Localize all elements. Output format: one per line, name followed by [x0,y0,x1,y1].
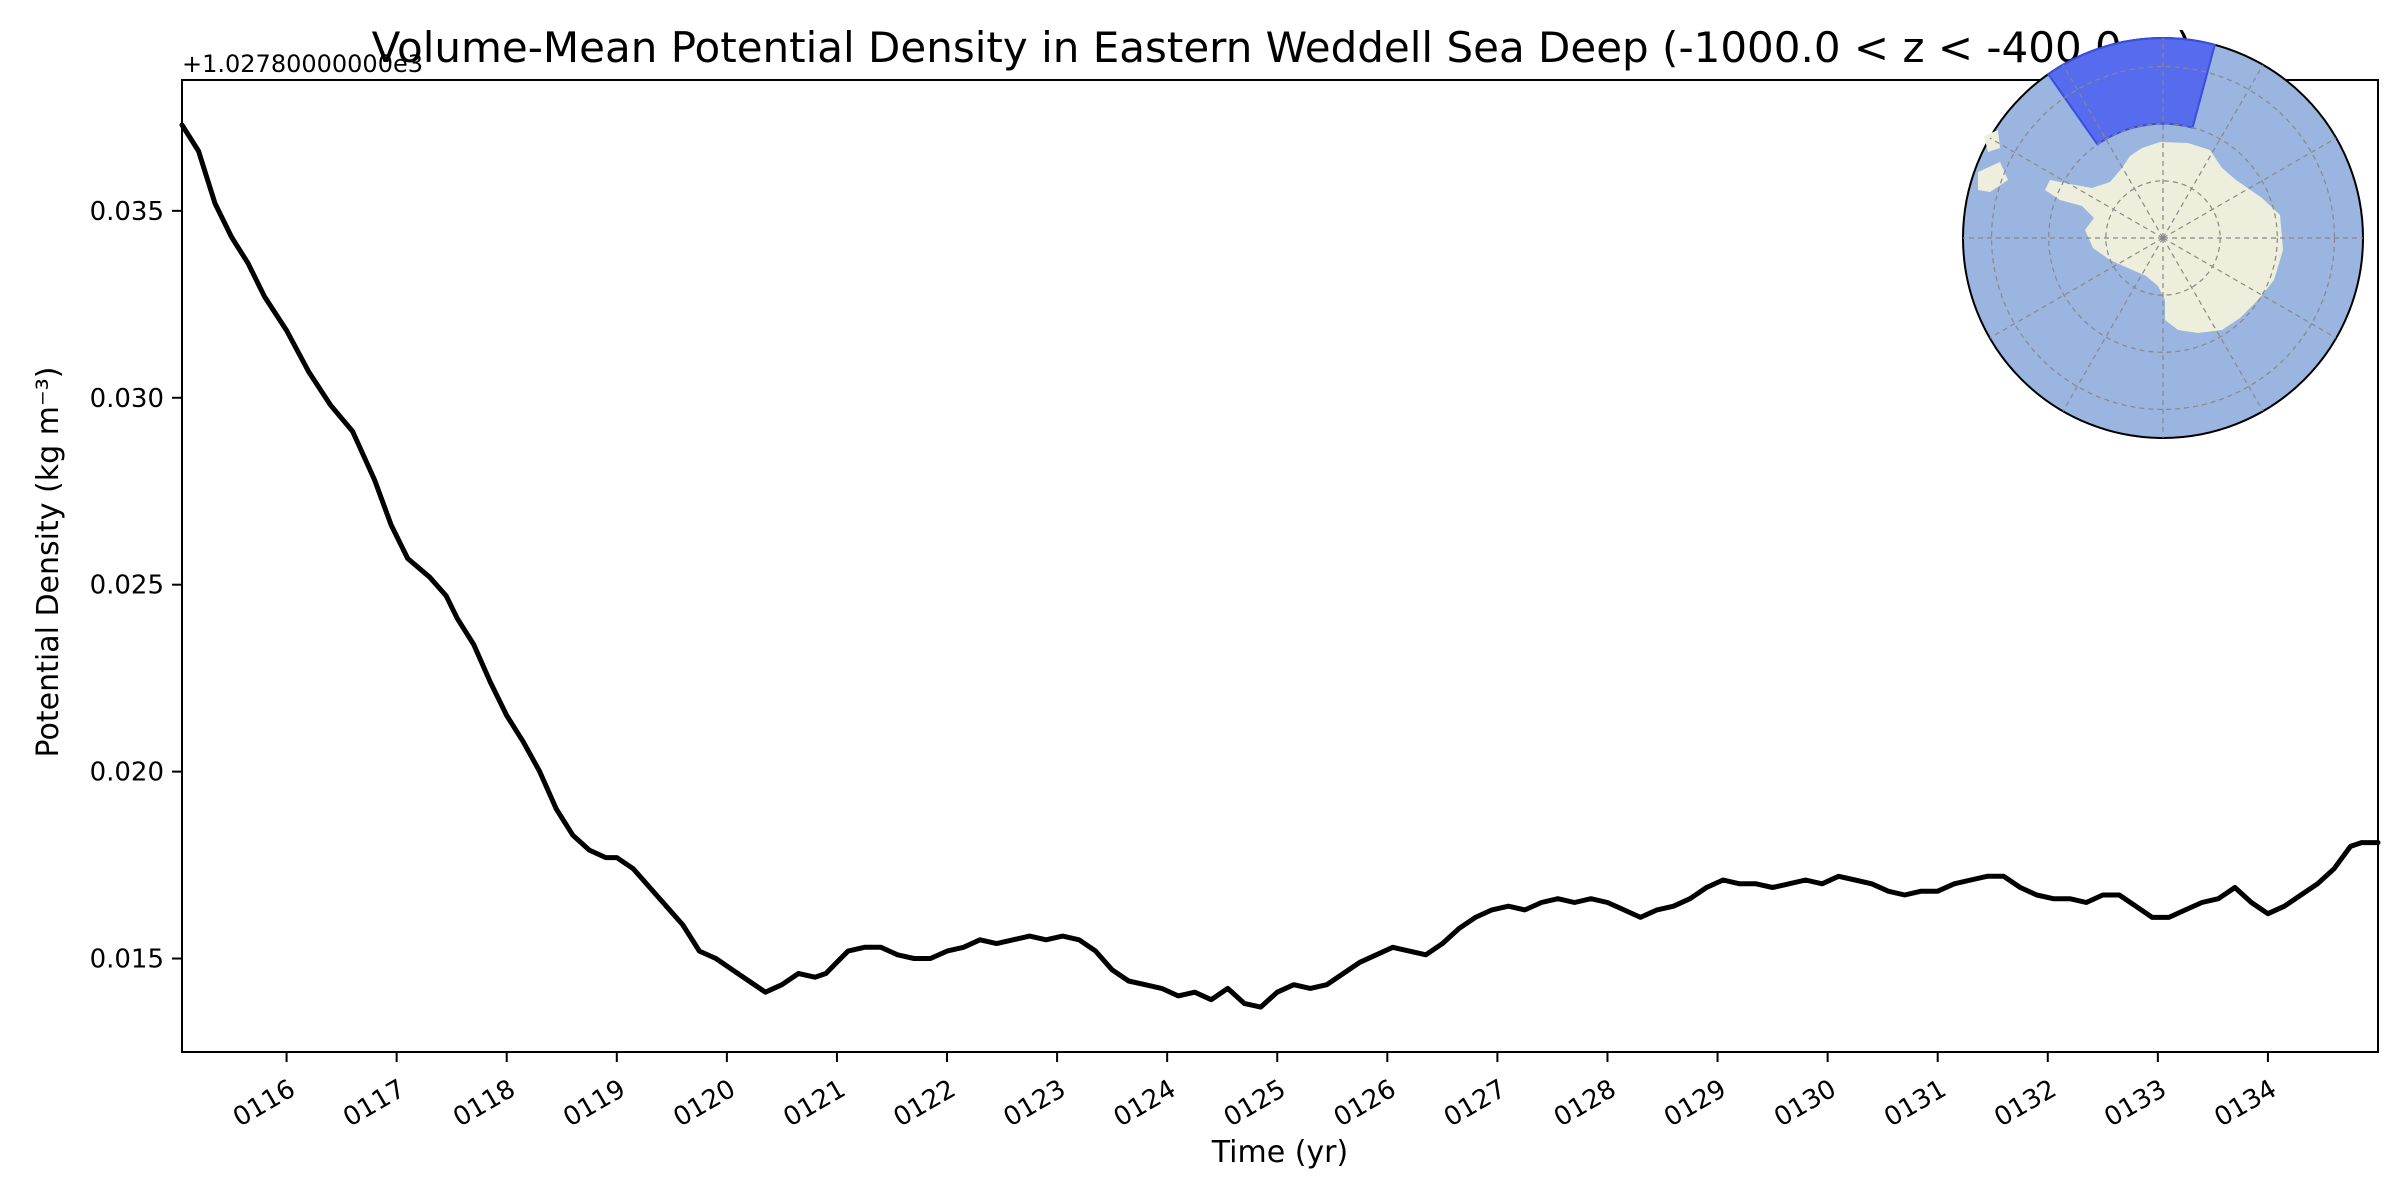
x-tick-label: 0123 [999,1074,1071,1133]
x-tick-label: 0119 [558,1074,630,1133]
x-tick-label: 0128 [1549,1074,1621,1133]
x-tick-label: 0126 [1329,1074,1401,1133]
x-axis-label: Time (yr) [1211,1135,1348,1170]
x-tick-label: 0127 [1439,1074,1511,1133]
map-latitude-gridline [2048,123,2278,353]
y-tick-label: 0.020 [90,758,164,788]
continent-fragment [1984,130,2000,152]
x-tick-label: 0132 [1989,1074,2061,1133]
y-offset-label: +1.02780000000e3 [182,50,423,78]
continent-fragment [1978,162,2008,192]
plot-frame [181,79,2379,1053]
map-longitude-gridline [2062,237,2164,412]
chart-title: Volume-Mean Potential Density in Eastern… [372,23,2193,72]
x-tick-label: 0129 [1659,1074,1731,1133]
x-tick-label: 0131 [1879,1074,1951,1133]
x-tick-label: 0133 [2099,1074,2171,1133]
map-longitude-gridline [1989,237,2164,339]
x-tick-label: 0118 [448,1074,520,1133]
x-tick-label: 0130 [1769,1074,1841,1133]
x-tick-label: 0121 [779,1074,851,1133]
map-longitude-gridline [2162,64,2264,239]
y-tick-label: 0.015 [90,945,164,975]
density-series-line [179,122,2381,1010]
map-longitude-gridline [2062,64,2164,239]
antarctica-inset-map [1962,36,2364,439]
x-tick-label: 0124 [1109,1074,1181,1133]
map-longitude-gridline [2162,137,2337,239]
y-tick-label: 0.025 [90,571,164,601]
map-longitude-gridline [1989,137,2164,239]
x-tick-label: 0116 [228,1074,300,1133]
map-longitude-gridline [2162,237,2337,339]
x-tick-label: 0134 [2210,1074,2282,1133]
x-tick-label: 0120 [668,1074,740,1133]
y-axis-label: Potential Density (kg m⁻³) [31,367,66,758]
x-tick-label: 0125 [1219,1074,1291,1133]
y-tick-label: 0.030 [90,384,164,414]
map-longitude-gridline [2162,237,2264,412]
y-tick-label: 0.035 [90,197,164,227]
x-tick-label: 0117 [338,1074,410,1133]
x-tick-label: 0122 [889,1074,961,1133]
